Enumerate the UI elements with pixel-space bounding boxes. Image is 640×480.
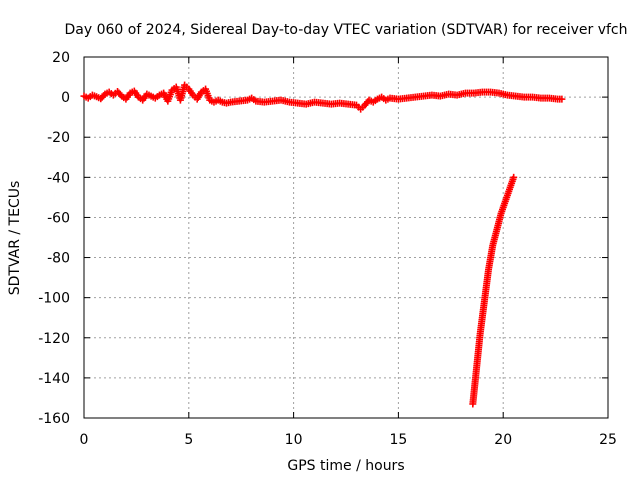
data-point [558,95,566,103]
y-tick-label: -60 [47,210,70,226]
x-tick-label: 20 [494,432,512,448]
data-points [80,81,566,408]
x-tick-label: 5 [184,432,193,448]
x-axis-label: GPS time / hours [287,458,404,474]
x-tick-label: 15 [389,432,407,448]
y-tick-label: -80 [47,251,70,267]
x-tick-label: 25 [599,432,617,448]
y-tick-label: -20 [47,130,70,146]
x-tick-label: 0 [80,432,89,448]
chart-title: Day 060 of 2024, Sidereal Day-to-day VTE… [64,22,627,38]
y-tick-label: -40 [47,170,70,186]
y-tick-label: 20 [52,50,70,66]
y-tick-label: 0 [61,90,70,106]
data-point [510,173,518,181]
y-tick-label: -160 [38,411,70,427]
x-tick-label: 10 [285,432,303,448]
ticks: 0 5 10 15 20 25 20 0 -20 -40 -60 -80 -100 -120 -140 -16… [38,50,617,448]
y-axis-label: SDTVAR / TECUs [7,181,23,296]
plot-border [83,56,609,419]
y-tick-label: -100 [38,291,70,307]
y-tick-label: -140 [38,371,70,387]
y-tick-label: -120 [38,331,70,347]
